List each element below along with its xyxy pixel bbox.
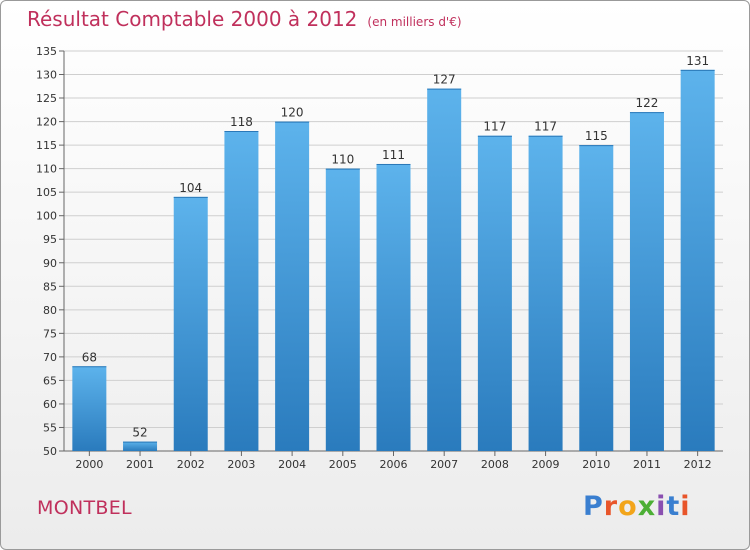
y-tick-label: 90	[43, 257, 57, 270]
x-tick-label: 2002	[177, 458, 205, 471]
bar	[427, 88, 462, 451]
data-label: 117	[483, 120, 506, 134]
x-tick-label: 2000	[75, 458, 103, 471]
y-tick-label: 105	[36, 186, 57, 199]
x-tick-label: 2010	[582, 458, 610, 471]
y-tick-label: 80	[43, 304, 57, 317]
y-tick-label: 110	[36, 163, 57, 176]
data-label: 117	[534, 120, 557, 134]
bar	[224, 131, 259, 451]
data-label: 68	[82, 350, 97, 364]
bar	[528, 135, 563, 452]
y-tick-label: 60	[43, 398, 57, 411]
data-label: 127	[433, 73, 456, 87]
y-tick-label: 125	[36, 92, 57, 105]
bar	[72, 366, 107, 451]
y-tick-label: 130	[36, 69, 57, 82]
x-tick-label: 2004	[278, 458, 306, 471]
y-tick-label: 65	[43, 374, 57, 387]
x-tick-label: 2011	[633, 458, 661, 471]
data-label: 104	[179, 181, 202, 195]
x-tick-label: 2008	[481, 458, 509, 471]
x-tick-label: 2007	[430, 458, 458, 471]
logo-letter: i	[656, 491, 667, 522]
data-label: 131	[686, 54, 709, 68]
proxiti-logo: Proxiti	[583, 491, 691, 522]
chart-title: Résultat Comptable 2000 à 2012	[27, 7, 358, 31]
y-tick-label: 100	[36, 210, 57, 223]
data-label: 110	[331, 153, 354, 167]
y-tick-label: 75	[43, 327, 57, 340]
data-label: 122	[636, 96, 659, 110]
logo-letter: i	[680, 491, 691, 522]
bars	[72, 69, 715, 452]
commune-name: MONTBEL	[37, 497, 132, 519]
bar	[173, 196, 208, 451]
logo-letter: o	[618, 491, 638, 522]
bar	[680, 69, 715, 451]
y-tick-label: 55	[43, 421, 57, 434]
y-tick-label: 95	[43, 233, 57, 246]
data-label: 115	[585, 129, 608, 143]
y-tick-label: 120	[36, 116, 57, 129]
logo-letter: r	[603, 491, 619, 522]
bar	[123, 441, 158, 451]
x-tick-label: 2001	[126, 458, 154, 471]
bar	[376, 163, 411, 452]
logo-letter: P	[583, 491, 604, 522]
logo-letter: x	[637, 491, 657, 522]
x-tick-labels: 2000 2001 2002 2003 2004 2005 2006 2007 2008 2009…	[75, 451, 712, 471]
data-label: 118	[230, 115, 253, 129]
y-tick-label: 115	[36, 139, 57, 152]
chart-title-line: Résultat Comptable 2000 à 2012 (en millie…	[27, 7, 462, 31]
y-tick-label: 85	[43, 280, 57, 293]
data-label: 52	[132, 426, 147, 440]
x-tick-label: 2009	[532, 458, 560, 471]
bar	[275, 121, 310, 452]
data-labels: 68 52 104 118 120 110 111 127 117 117 115 122 131	[82, 54, 709, 440]
x-tick-label: 2006	[380, 458, 408, 471]
y-tick-label: 135	[36, 45, 57, 58]
y-tick-labels: 50 55 60 65 70 75 80 85 90 95 100 105 110 115 120 125 13…	[36, 45, 57, 458]
data-label: 111	[382, 148, 405, 162]
x-tick-label: 2003	[227, 458, 255, 471]
x-tick-label: 2005	[329, 458, 357, 471]
bar	[477, 135, 512, 452]
chart-subtitle: (en milliers d'€)	[367, 15, 462, 29]
x-tick-label: 2012	[684, 458, 712, 471]
y-tick-label: 50	[43, 445, 57, 458]
bar	[325, 168, 360, 451]
logo-letter: t	[666, 491, 681, 522]
y-tick-label: 70	[43, 351, 57, 364]
bar	[579, 145, 614, 451]
bar	[629, 112, 664, 452]
data-label: 120	[281, 106, 304, 120]
